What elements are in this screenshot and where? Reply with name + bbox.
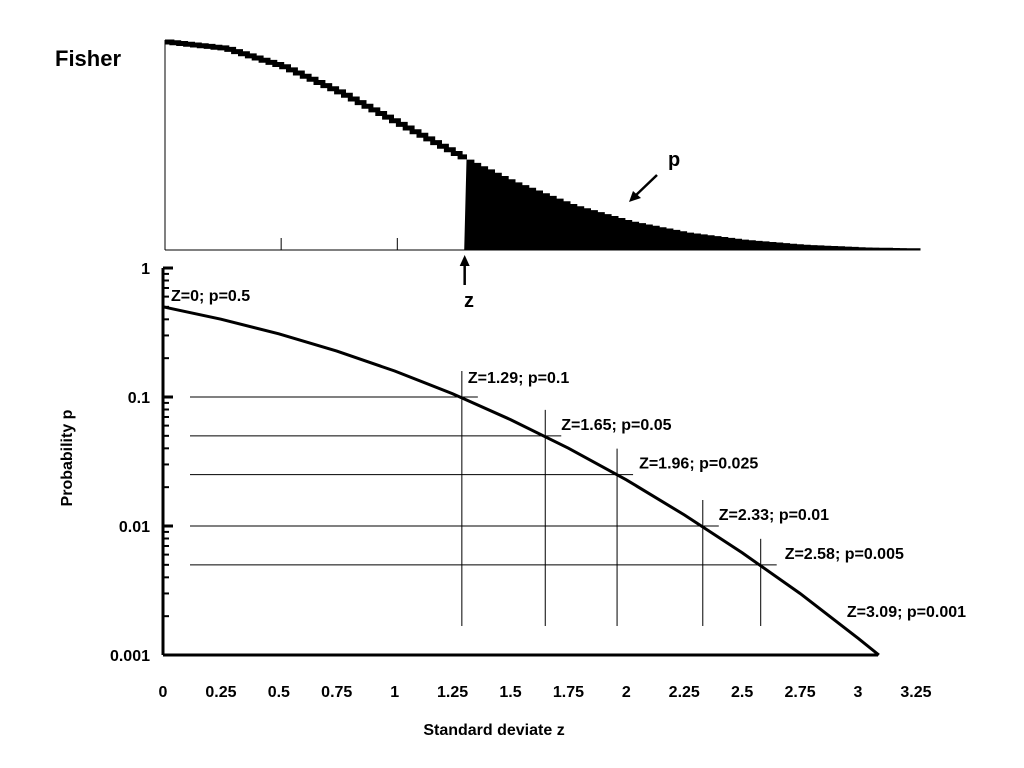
x-tick-label: 1 bbox=[390, 684, 399, 701]
z-marker-label: z bbox=[464, 290, 474, 312]
x-tick-label: 3 bbox=[854, 684, 863, 701]
top-title: Fisher bbox=[55, 46, 121, 71]
x-tick-label: 2.5 bbox=[731, 684, 753, 701]
annotation-label: Z=2.33; p=0.01 bbox=[719, 507, 829, 524]
top-panel: Fisher p z bbox=[55, 39, 921, 312]
p-label: p bbox=[668, 149, 680, 171]
annotation-label: Z=1.29; p=0.1 bbox=[468, 370, 569, 387]
x-tick-label: 0.25 bbox=[205, 684, 236, 701]
y-tick-label: 1 bbox=[141, 261, 150, 278]
x-tick-label: 1.25 bbox=[437, 684, 468, 701]
x-axis-title: Standard deviate z bbox=[423, 722, 564, 739]
x-tick-label: 3.25 bbox=[900, 684, 931, 701]
y-tick-label: 0.1 bbox=[128, 390, 150, 407]
probability-curve bbox=[162, 305, 880, 657]
x-tick-label: 0.5 bbox=[268, 684, 290, 701]
x-tick-label: 2 bbox=[622, 684, 631, 701]
z-arrowhead bbox=[459, 255, 470, 266]
annotation-label: Z=3.09; p=0.001 bbox=[847, 604, 966, 621]
x-tick-label: 0.75 bbox=[321, 684, 352, 701]
y-axis-title: Probability p bbox=[59, 409, 76, 506]
x-tick-label: 1.75 bbox=[553, 684, 584, 701]
x-tick-label: 1.5 bbox=[499, 684, 521, 701]
y-tick-label: 0.001 bbox=[110, 648, 150, 665]
annotation-label: Z=1.65; p=0.05 bbox=[561, 417, 671, 434]
y-tick-label: 0.01 bbox=[119, 519, 150, 536]
p-arrow bbox=[633, 174, 658, 198]
x-tick-label: 0 bbox=[159, 684, 168, 701]
bottom-panel: 0 0.25 0.5 0.75 1 1.25 1.5 1.75 2 2.25 2.5 2.75 3 3.2… bbox=[59, 261, 966, 739]
x-tick-label: 2.75 bbox=[785, 684, 816, 701]
shaded-tail-area bbox=[464, 159, 921, 251]
annotation-label: Z=0; p=0.5 bbox=[171, 288, 250, 305]
x-tick-label: 2.25 bbox=[669, 684, 700, 701]
annotation-label: Z=2.58; p=0.005 bbox=[785, 546, 904, 563]
annotation-label: Z=1.96; p=0.025 bbox=[639, 456, 758, 473]
density-curve bbox=[165, 39, 467, 160]
p-arrowhead bbox=[629, 191, 641, 202]
